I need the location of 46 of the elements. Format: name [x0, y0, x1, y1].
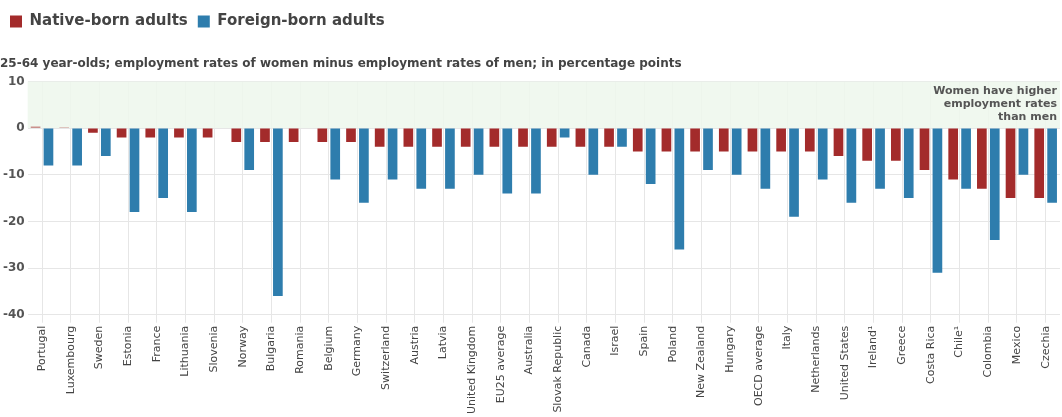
- x-tick-label: Lithuania: [178, 325, 192, 377]
- x-tick-label: Switzerland: [378, 325, 392, 390]
- x-tick-label: United Kingdom: [465, 325, 479, 415]
- x-tick-label: Czechia: [1038, 325, 1052, 369]
- y-tick-label: -30: [2, 260, 25, 275]
- x-tick-label: Greece: [895, 325, 909, 365]
- x-tick-label: Hungary: [723, 325, 737, 373]
- x-tick-label: Italy: [780, 325, 794, 350]
- x-tick-label: Israel: [608, 325, 622, 356]
- x-tick-label: Romania: [292, 325, 306, 374]
- x-tick-label: Luxembourg: [63, 325, 77, 395]
- x-tick-label: EU25 average: [493, 325, 507, 404]
- x-tick-label: Canada: [579, 325, 593, 368]
- chart-subtitle: 25-64 year-olds; employment rates of women minus employment rates of men; in percentage points: [0, 56, 682, 71]
- x-tick-label: Latvia: [436, 325, 450, 360]
- legend-label: Foreign-born adults: [217, 11, 385, 30]
- x-tick-label: Germany: [350, 325, 364, 377]
- x-tick-label: Australia: [522, 325, 536, 375]
- band-label: Women have higher employment rates than men: [933, 83, 1058, 123]
- x-tick-label: Spain: [637, 325, 651, 357]
- x-tick-label: Norway: [235, 325, 249, 368]
- x-tick-label: Portugal: [34, 325, 48, 372]
- x-tick-label: New Zealand: [694, 325, 708, 399]
- x-tick-label: Mexico: [1009, 325, 1023, 365]
- x-tick-label: United States: [837, 325, 851, 401]
- y-tick-label: -40: [2, 306, 25, 321]
- legend-label: Native-born adults: [29, 11, 188, 30]
- x-tick-label: OECD average: [751, 325, 765, 407]
- x-tick-label: Austria: [407, 325, 421, 365]
- x-tick-label: Sweden: [92, 325, 106, 370]
- y-tick-label: 0: [16, 120, 25, 135]
- x-tick-label: Netherlands: [809, 325, 823, 393]
- y-tick-label: 10: [7, 73, 25, 88]
- x-tick-label: Chile¹: [952, 325, 966, 358]
- x-tick-label: Slovak Republic: [551, 325, 565, 413]
- x-tick-label: Estonia: [120, 325, 134, 367]
- y-tick-label: -20: [2, 213, 25, 228]
- x-tick-label: Belgium: [321, 325, 335, 371]
- x-tick-label: Poland: [665, 325, 679, 363]
- x-tick-label: France: [149, 325, 163, 363]
- y-tick-label: -10: [2, 166, 25, 181]
- x-tick-label: Costa Rica: [923, 325, 937, 384]
- x-tick-label: Ireland¹: [866, 325, 880, 369]
- x-tick-label: Slovenia: [206, 325, 220, 373]
- x-tick-label: Colombia: [981, 325, 995, 378]
- x-tick-label: Bulgaria: [264, 325, 278, 372]
